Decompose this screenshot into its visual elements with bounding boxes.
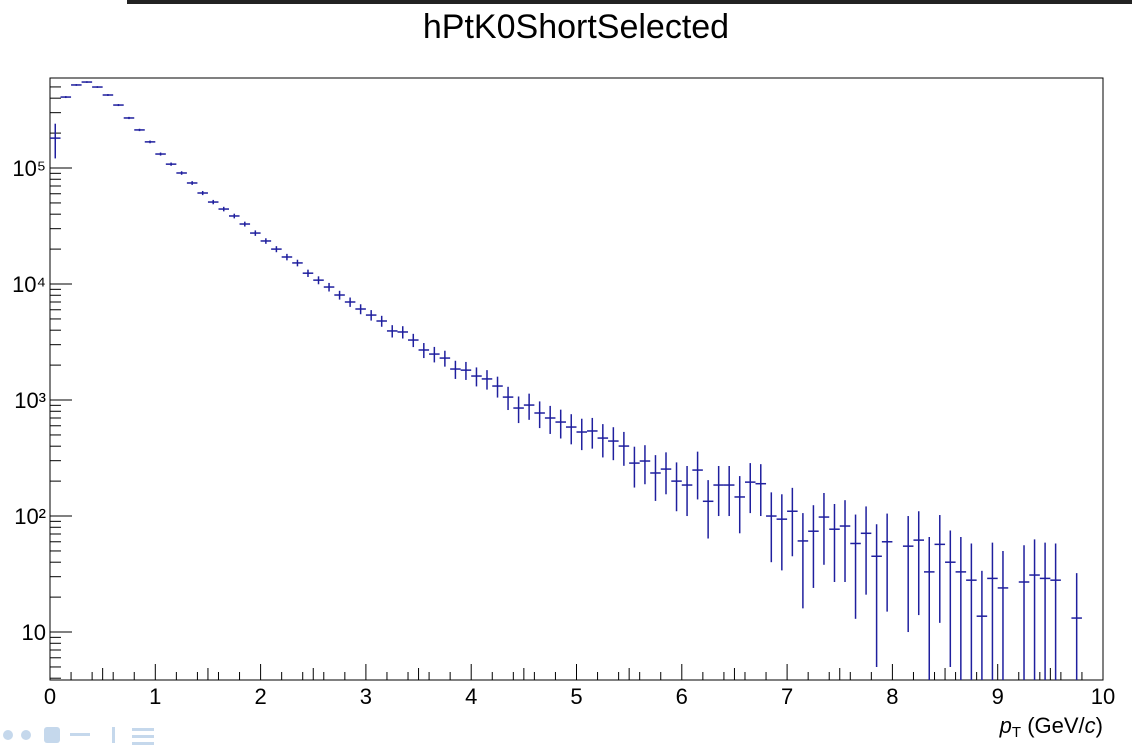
chart-title: hPtK0ShortSelected <box>423 8 729 46</box>
canvas-bar <box>127 0 1132 4</box>
x-tick-label: 2 <box>254 684 266 709</box>
x-label-part: ) <box>1096 713 1103 738</box>
x-label-part: c <box>1085 713 1096 738</box>
y-tick-label: 10² <box>14 504 46 529</box>
x-tick-label: 1 <box>149 684 161 709</box>
x-tick-label: 8 <box>886 684 898 709</box>
y-tick-label: 10⁵ <box>12 156 46 181</box>
x-label-part: p <box>999 713 1012 738</box>
x-tick-label: 4 <box>465 684 477 709</box>
x-tick-label: 7 <box>781 684 793 709</box>
x-tick-label: 10 <box>1091 684 1115 709</box>
x-axis-label: pT (GeV/c) <box>999 713 1103 741</box>
x-label-part: (GeV/ <box>1021 713 1085 738</box>
x-tick-label: 5 <box>570 684 582 709</box>
y-tick-label: 10⁴ <box>12 272 46 297</box>
y-tick-label: 10³ <box>14 388 46 413</box>
plot-frame <box>49 77 1104 681</box>
x-tick-label: 0 <box>44 684 56 709</box>
x-tick-label: 9 <box>992 684 1004 709</box>
x-label-part: T <box>1012 724 1021 741</box>
y-tick-label: 10 <box>22 620 46 645</box>
x-tick-label: 6 <box>676 684 688 709</box>
x-tick-label: 3 <box>360 684 372 709</box>
toolbar <box>3 727 154 745</box>
